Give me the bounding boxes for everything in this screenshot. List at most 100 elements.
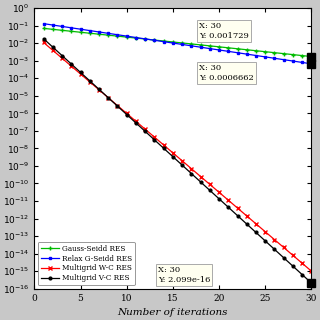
Multigrid W-C RES (134, 119, 138, 123)
Multigrid W-C RES (152, 135, 156, 139)
Multigrid V-C RES (97, 87, 101, 91)
Multigrid V-C RES (60, 54, 64, 58)
Multigrid W-C RES (116, 104, 119, 108)
Relax G-Seidd RES (51, 23, 55, 27)
Gauss-Seidd RES (79, 30, 83, 34)
Multigrid V-C RES (199, 180, 203, 184)
Text: X: 30
Y: 0.0006662: X: 30 Y: 0.0006662 (199, 64, 254, 82)
Gauss-Seidd RES (208, 44, 212, 48)
Multigrid W-C RES (171, 151, 175, 155)
Multigrid W-C RES (125, 111, 129, 115)
Relax G-Seidd RES (217, 48, 221, 52)
Multigrid V-C RES (69, 62, 73, 66)
Multigrid V-C RES (309, 281, 313, 285)
Gauss-Seidd RES (171, 40, 175, 44)
Multigrid W-C RES (106, 96, 110, 100)
Gauss-Seidd RES (236, 47, 239, 51)
Gauss-Seidd RES (42, 27, 45, 30)
Gauss-Seidd RES (217, 45, 221, 49)
Multigrid W-C RES (42, 41, 45, 44)
Relax G-Seidd RES (134, 36, 138, 39)
Multigrid W-C RES (291, 253, 295, 257)
Multigrid V-C RES (208, 188, 212, 192)
Multigrid W-C RES (189, 167, 193, 171)
Gauss-Seidd RES (97, 32, 101, 36)
Multigrid V-C RES (300, 273, 304, 276)
Multigrid V-C RES (245, 222, 249, 226)
Gauss-Seidd RES (309, 55, 313, 59)
Multigrid V-C RES (273, 247, 276, 251)
Gauss-Seidd RES (245, 48, 249, 52)
Relax G-Seidd RES (189, 44, 193, 48)
Multigrid W-C RES (199, 175, 203, 179)
Multigrid V-C RES (236, 214, 239, 218)
Relax G-Seidd RES (171, 41, 175, 45)
Relax G-Seidd RES (208, 47, 212, 51)
Multigrid W-C RES (180, 159, 184, 163)
Gauss-Seidd RES (226, 46, 230, 50)
Multigrid V-C RES (106, 96, 110, 100)
Line: Multigrid V-C RES: Multigrid V-C RES (42, 37, 313, 284)
Multigrid W-C RES (162, 143, 165, 147)
Legend: Gauss-Seidd RES, Relax G-Seidd RES, Multigrid W-C RES, Multigrid V-C RES: Gauss-Seidd RES, Relax G-Seidd RES, Mult… (38, 242, 135, 285)
Multigrid V-C RES (263, 239, 267, 243)
Multigrid W-C RES (236, 206, 239, 210)
Multigrid W-C RES (217, 190, 221, 194)
Multigrid V-C RES (162, 146, 165, 150)
Relax G-Seidd RES (300, 60, 304, 64)
Multigrid W-C RES (300, 261, 304, 265)
Relax G-Seidd RES (199, 45, 203, 49)
Line: Multigrid W-C RES: Multigrid W-C RES (41, 40, 314, 274)
Line: Relax G-Seidd RES: Relax G-Seidd RES (42, 22, 313, 65)
Gauss-Seidd RES (106, 33, 110, 37)
Text: X: 30
Y: 0.001729: X: 30 Y: 0.001729 (199, 22, 249, 40)
Gauss-Seidd RES (152, 38, 156, 42)
Gauss-Seidd RES (69, 29, 73, 33)
Relax G-Seidd RES (69, 26, 73, 30)
Multigrid V-C RES (125, 113, 129, 116)
Gauss-Seidd RES (199, 43, 203, 47)
Multigrid V-C RES (79, 70, 83, 74)
Multigrid W-C RES (97, 88, 101, 92)
Multigrid V-C RES (152, 138, 156, 142)
Multigrid W-C RES (60, 56, 64, 60)
Multigrid V-C RES (171, 155, 175, 159)
X-axis label: Number of iterations: Number of iterations (118, 308, 228, 317)
Relax G-Seidd RES (291, 59, 295, 63)
Gauss-Seidd RES (162, 39, 165, 43)
Multigrid V-C RES (180, 163, 184, 167)
Multigrid V-C RES (88, 79, 92, 83)
Multigrid V-C RES (143, 130, 147, 133)
Gauss-Seidd RES (273, 51, 276, 55)
Gauss-Seidd RES (125, 35, 129, 39)
Multigrid V-C RES (42, 37, 45, 41)
Relax G-Seidd RES (162, 40, 165, 44)
Relax G-Seidd RES (143, 37, 147, 41)
Gauss-Seidd RES (189, 42, 193, 46)
Line: Gauss-Seidd RES: Gauss-Seidd RES (42, 26, 314, 59)
Multigrid W-C RES (254, 222, 258, 226)
Multigrid W-C RES (263, 230, 267, 234)
Relax G-Seidd RES (236, 51, 239, 55)
Gauss-Seidd RES (116, 34, 119, 38)
Multigrid W-C RES (245, 214, 249, 218)
Relax G-Seidd RES (125, 34, 129, 38)
Gauss-Seidd RES (291, 53, 295, 57)
Multigrid V-C RES (189, 172, 193, 175)
Gauss-Seidd RES (143, 37, 147, 41)
Relax G-Seidd RES (226, 49, 230, 53)
Gauss-Seidd RES (51, 28, 55, 31)
Multigrid W-C RES (309, 269, 313, 273)
Relax G-Seidd RES (42, 22, 45, 26)
Gauss-Seidd RES (282, 52, 286, 56)
Relax G-Seidd RES (180, 43, 184, 46)
Gauss-Seidd RES (88, 31, 92, 35)
Gauss-Seidd RES (60, 28, 64, 32)
Multigrid W-C RES (51, 48, 55, 52)
Multigrid W-C RES (273, 238, 276, 242)
Relax G-Seidd RES (245, 52, 249, 56)
Text: X: 30
Y: 2.099e-16: X: 30 Y: 2.099e-16 (158, 267, 210, 284)
Relax G-Seidd RES (60, 25, 64, 28)
Multigrid W-C RES (88, 80, 92, 84)
Multigrid V-C RES (282, 256, 286, 260)
